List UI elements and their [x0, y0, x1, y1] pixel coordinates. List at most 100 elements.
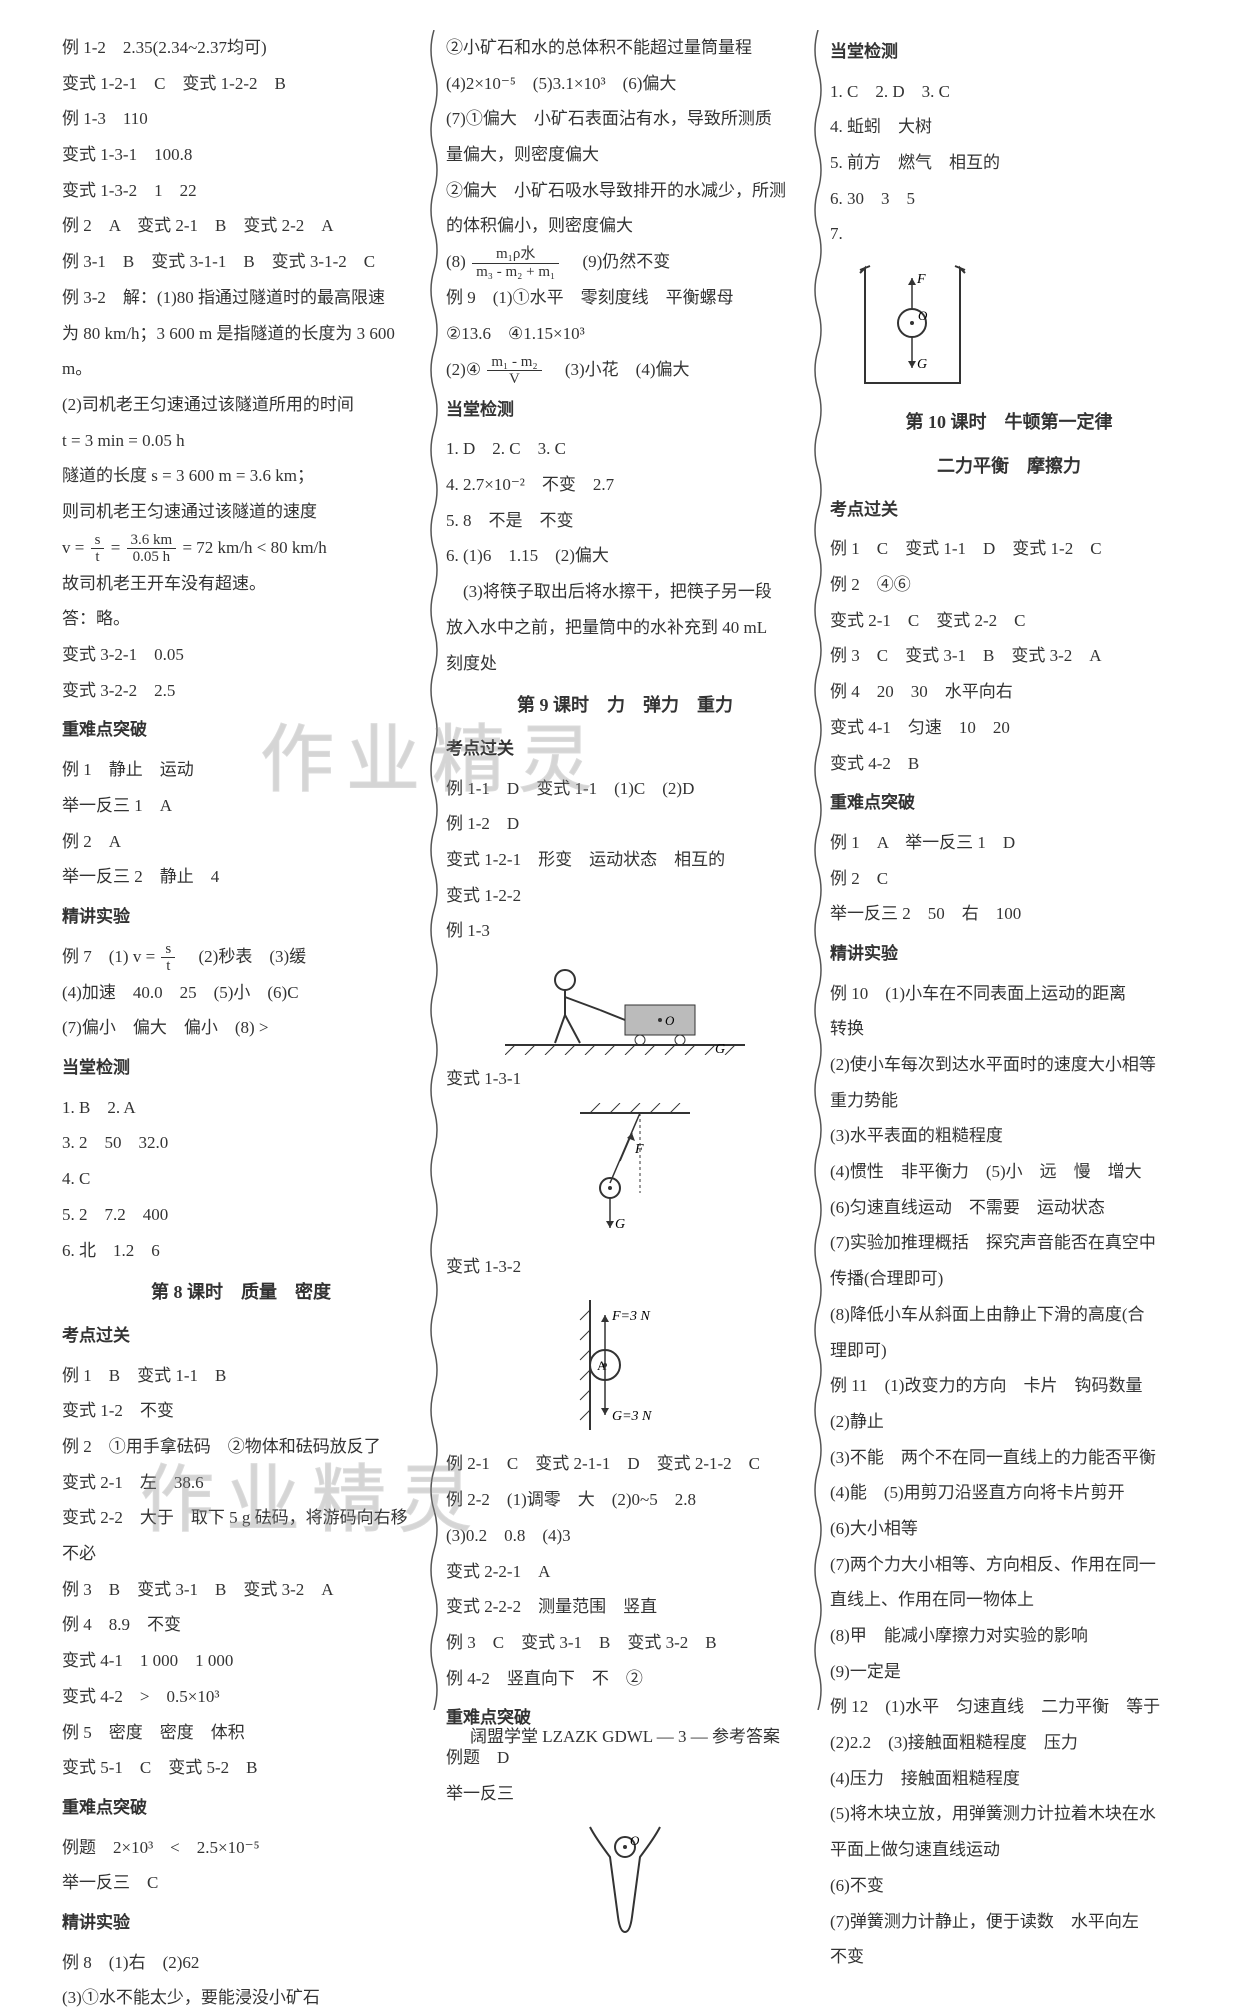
text-line: (5)将木块立放，用弹簧测力计拉着木块在水 — [830, 1796, 1188, 1832]
text-line: (7)弹簧测力计静止，便于读数 水平向左 — [830, 1904, 1188, 1940]
text-line: (3)0.2 0.8 (4)3 — [446, 1518, 804, 1554]
svg-text:O: O — [665, 1013, 675, 1028]
text-line: 不必 — [62, 1536, 420, 1572]
text-line: (7)实验加推理概括 探究声音能否在真空中 — [830, 1225, 1188, 1261]
text-line: (7)①偏大 小矿石表面沾有水，导致所测质 — [446, 101, 804, 137]
text-line: ②13.6 ④1.15×10³ — [446, 316, 804, 352]
heading-lesson-9: 第 9 课时 力 弹力 重力 — [446, 687, 804, 725]
page-container: 例 1-2 2.35(2.34~2.37均可) 变式 1-2-1 C 变式 1-… — [50, 30, 1200, 1710]
heading-kaodian: 考点过关 — [446, 731, 804, 767]
text-line: 6. 北 1.2 6 — [62, 1233, 420, 1269]
text-line: 例 1-3 110 — [62, 101, 420, 137]
text-line: 变式 5-1 C 变式 5-2 B — [62, 1750, 420, 1786]
denominator: t — [91, 549, 105, 566]
text-line: (3)①水不能太少，要能浸没小矿石 — [62, 1980, 420, 2016]
denominator: m₃ - m₂ + m₁ — [472, 264, 559, 281]
text-line: 例 1-3 — [446, 913, 804, 949]
diagram-funnel-ball: O — [580, 1817, 670, 1937]
text-line: (2)使小车每次到达水平面时的速度大小相等 — [830, 1047, 1188, 1083]
formula-line: 例 7 (1) v = s t (2)秒表 (3)缓 — [62, 939, 420, 975]
svg-text:O: O — [918, 308, 928, 323]
heading-experiment: 精讲实验 — [62, 1905, 420, 1941]
text-line: 例 3 B 变式 3-1 B 变式 3-2 A — [62, 1572, 420, 1608]
text-line: 6. (1)6 1.15 (2)偏大 — [446, 538, 804, 574]
column-divider-icon — [812, 30, 824, 1710]
text-line: 转换 — [830, 1011, 1188, 1047]
text-line: 1. B 2. A — [62, 1090, 420, 1126]
text-line: 变式 3-2-1 0.05 — [62, 637, 420, 673]
heading-experiment: 精讲实验 — [62, 899, 420, 935]
text-line: (3)将筷子取出后将水擦干，把筷子另一段 — [446, 574, 804, 610]
text-line: (2)司机老王匀速通过该隧道所用的时间 — [62, 387, 420, 423]
text-line: (3)不能 两个不在同一直线上的力能否平衡 — [830, 1440, 1188, 1476]
text-line: 变式 2-2-1 A — [446, 1554, 804, 1590]
formula-line: v = s t = 3.6 km 0.05 h = 72 km/h < 80 k… — [62, 530, 420, 566]
denominator: V — [487, 371, 541, 388]
column-3: 当堂检测 1. C 2. D 3. C 4. 蚯蚓 大树 5. 前方 燃气 相互… — [816, 30, 1200, 1710]
text-line: 例 10 (1)小车在不同表面上运动的距离 — [830, 976, 1188, 1012]
text-line: 量偏大，则密度偏大 — [446, 137, 804, 173]
text-line: (4)能 (5)用剪刀沿竖直方向将卡片剪开 — [830, 1475, 1188, 1511]
text-line: 为 80 km/h；3 600 m 是指隧道的长度为 3 600 m。 — [62, 316, 420, 387]
text-line: (2)静止 — [830, 1404, 1188, 1440]
text-line: 举一反三 2 静止 4 — [62, 859, 420, 895]
text-line: 变式 1-2-1 C 变式 1-2-2 B — [62, 66, 420, 102]
numerator: s — [161, 941, 175, 959]
formula-prefix: (2)④ — [446, 360, 481, 379]
heading-check: 当堂检测 — [830, 34, 1188, 70]
text-line: 变式 2-2-2 测量范围 竖直 — [446, 1589, 804, 1625]
text-line: (6)不变 — [830, 1868, 1188, 1904]
text-line: (6)匀速直线运动 不需要 运动状态 — [830, 1190, 1188, 1226]
fraction: m₁ - m₂ V — [485, 354, 543, 388]
text-line: 例 2 A — [62, 824, 420, 860]
text-line: 变式 4-1 匀速 10 20 — [830, 710, 1188, 746]
text-line: 放入水中之前，把量筒中的水补充到 40 mL — [446, 610, 804, 646]
text-line: 不变 — [830, 1939, 1188, 1975]
text-line: 5. 2 7.2 400 — [62, 1197, 420, 1233]
formula-suffix: (9)仍然不变 — [565, 252, 670, 271]
column-1: 例 1-2 2.35(2.34~2.37均可) 变式 1-2-1 C 变式 1-… — [50, 30, 432, 1710]
text-line: 例 2-2 (1)调零 大 (2)0~5 2.8 — [446, 1482, 804, 1518]
numerator: m₁ - m₂ — [487, 354, 541, 372]
text-line: 理即可) — [830, 1333, 1188, 1369]
svg-text:F: F — [916, 272, 926, 287]
text-line: 5. 前方 燃气 相互的 — [830, 145, 1188, 181]
svg-text:O: O — [630, 1833, 640, 1848]
heading-check: 当堂检测 — [446, 392, 804, 428]
svg-text:G=3 N: G=3 N — [612, 1409, 652, 1424]
heading-lesson-8: 第 8 课时 质量 密度 — [62, 1274, 420, 1312]
text-line: 例 2 C — [830, 861, 1188, 897]
text-line: 刻度处 — [446, 646, 804, 682]
formula-prefix: (8) — [446, 252, 470, 271]
text-line: 重力势能 — [830, 1083, 1188, 1119]
text-line: 变式 3-2-2 2.5 — [62, 673, 420, 709]
diagram-wall-ball: A F=3 N G=3 N — [550, 1290, 700, 1440]
text-line: 变式 2-1 左 38.6 — [62, 1465, 420, 1501]
text-line: 例 4 8.9 不变 — [62, 1607, 420, 1643]
text-line: (6)大小相等 — [830, 1511, 1188, 1547]
text-line: 变式 1-3-2 1 22 — [62, 173, 420, 209]
text-line: (4)压力 接触面粗糙程度 — [830, 1761, 1188, 1797]
formula-line: (8) m₁ρ水 m₃ - m₂ + m₁ (9)仍然不变 — [446, 244, 804, 280]
numerator: m₁ρ水 — [472, 246, 559, 264]
denominator: 0.05 h — [127, 549, 177, 566]
text-line: ②偏大 小矿石吸水导致排开的水减少，所测 — [446, 173, 804, 209]
text-line: 例 1-2 2.35(2.34~2.37均可) — [62, 30, 420, 66]
svg-text:G: G — [917, 357, 927, 372]
text-line: 例 2 ④⑥ — [830, 567, 1188, 603]
text-line: 例题 D — [446, 1740, 804, 1776]
text-line: 例题 2×10³ < 2.5×10⁻⁵ — [62, 1830, 420, 1866]
text-line: 例 4-2 竖直向下 不 ② — [446, 1661, 804, 1697]
text-line: (8)甲 能减小摩擦力对实验的影响 — [830, 1618, 1188, 1654]
svg-text:G: G — [715, 1042, 725, 1055]
text-line: 传播(合理即可) — [830, 1261, 1188, 1297]
svg-text:G: G — [615, 1217, 625, 1232]
column-2: ②小矿石和水的总体积不能超过量筒量程 (4)2×10⁻⁵ (5)3.1×10³ … — [432, 30, 816, 1710]
text-line: 例 1-1 D 变式 1-1 (1)C (2)D — [446, 771, 804, 807]
text-line: 则司机老王匀速通过该隧道的速度 — [62, 494, 420, 530]
text-line: 变式 2-2 大于 取下 5 g 砝码，将游码向右移 — [62, 1500, 420, 1536]
diagram-person-pushing-cart: O G — [505, 955, 745, 1055]
text-line: 例 8 (1)右 (2)62 — [62, 1945, 420, 1981]
column-divider-icon — [428, 30, 440, 1710]
text-line: t = 3 min = 0.05 h — [62, 423, 420, 459]
